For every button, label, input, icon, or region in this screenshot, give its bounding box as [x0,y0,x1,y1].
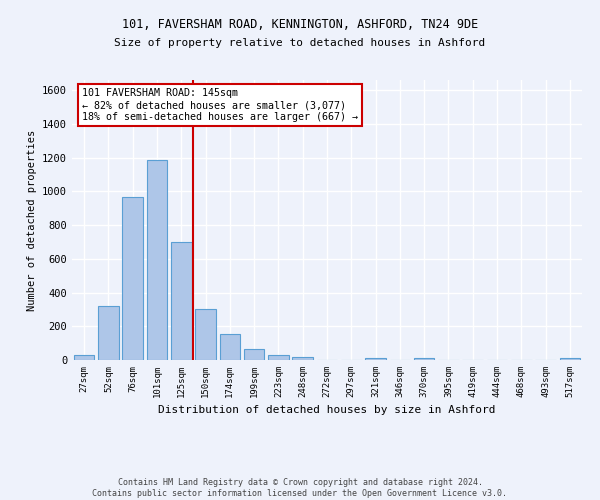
Bar [414,358,434,360]
Bar [220,334,240,360]
Bar [171,242,191,360]
Bar [146,160,167,360]
Bar [560,358,580,360]
Y-axis label: Number of detached properties: Number of detached properties [26,130,37,310]
Bar [244,349,265,360]
Text: Size of property relative to detached houses in Ashford: Size of property relative to detached ho… [115,38,485,48]
Bar [365,358,386,360]
Text: 101 FAVERSHAM ROAD: 145sqm
← 82% of detached houses are smaller (3,077)
18% of s: 101 FAVERSHAM ROAD: 145sqm ← 82% of deta… [82,88,358,122]
Text: Contains HM Land Registry data © Crown copyright and database right 2024.
Contai: Contains HM Land Registry data © Crown c… [92,478,508,498]
Bar [74,356,94,360]
Bar [98,306,119,360]
X-axis label: Distribution of detached houses by size in Ashford: Distribution of detached houses by size … [158,406,496,415]
Bar [195,310,216,360]
Bar [268,356,289,360]
Text: 101, FAVERSHAM ROAD, KENNINGTON, ASHFORD, TN24 9DE: 101, FAVERSHAM ROAD, KENNINGTON, ASHFORD… [122,18,478,30]
Bar [122,197,143,360]
Bar [292,357,313,360]
